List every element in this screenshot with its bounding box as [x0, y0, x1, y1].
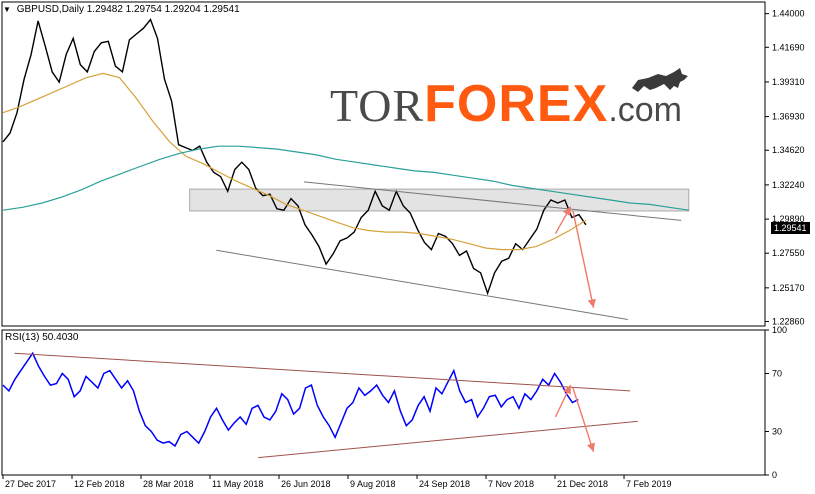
price-tick-label: 1.39310 — [772, 77, 805, 87]
rsi-arrow-1 — [572, 387, 595, 453]
moving-averages — [2, 72, 689, 251]
time-tick-label: 11 May 2018 — [212, 479, 263, 489]
rsi-tick-label: 0 — [772, 470, 777, 480]
ema-fast-series — [2, 72, 587, 251]
time-tick-label: 12 Feb 2018 — [74, 479, 125, 489]
ema-slow-series — [2, 145, 689, 211]
time-tick-label: 28 Mar 2018 — [143, 479, 194, 489]
time-axis: 27 Dec 2017 12 Feb 2018 28 Mar 2018 11 May … — [2, 475, 672, 489]
time-tick-label: 21 Dec 2018 — [557, 479, 608, 489]
chart-header: ▼ GBPUSD,Daily 1.29482 1.29754 1.29204 1… — [3, 4, 240, 15]
price-tick-label: 1.25170 — [772, 283, 805, 293]
logo-com: .com — [608, 91, 682, 129]
logo-forex: FOREX — [424, 75, 609, 133]
channel-lines — [216, 181, 682, 320]
price-tick-label: 1.32240 — [772, 180, 805, 190]
upper-channel-line — [303, 181, 682, 221]
price-tick-label: 1.34620 — [772, 145, 805, 155]
resistance-zone-rect — [189, 188, 690, 212]
rsi-panel-frame — [1, 329, 766, 476]
price-line — [2, 18, 587, 296]
price-series — [2, 18, 587, 296]
time-tick-label: 7 Feb 2019 — [626, 479, 672, 489]
time-tick-label: 27 Dec 2017 — [5, 479, 56, 489]
symbol-label: GBPUSD,Daily — [16, 4, 84, 15]
rsi-tick-label: 100 — [772, 325, 787, 335]
price-tick-label: 1.36930 — [772, 112, 805, 122]
time-tick-label: 24 Sep 2018 — [419, 479, 470, 489]
rsi-tick-label: 30 — [772, 427, 782, 437]
price-tick-label: 1.44000 — [772, 9, 805, 19]
rsi-series — [2, 351, 579, 448]
price-tick-label: 1.22860 — [772, 316, 805, 326]
price-arrow-0 — [554, 206, 572, 234]
price-tick-label: 1.29890 — [772, 214, 805, 224]
forecast-arrows — [554, 206, 596, 453]
rsi-tick-label: 70 — [772, 369, 782, 379]
price-tick-label: 1.41690 — [772, 42, 805, 52]
rsi-arrow-0 — [554, 384, 572, 418]
rsi-trend-lines — [14, 352, 638, 459]
rsi-lower-trend-line — [258, 420, 638, 459]
time-tick-label: 26 Jun 2018 — [281, 479, 331, 489]
logo-tor: TOR — [330, 80, 425, 131]
price-tick-label: 1.27550 — [772, 248, 805, 258]
torforex-logo: TORFOREX.com — [330, 74, 682, 134]
rsi-axis: 100 70 30 0 — [765, 325, 787, 480]
price-axis: 1.44000 1.41690 1.39310 1.36930 1.34620 1.322… — [765, 9, 805, 326]
ohlc-values: 1.29482 1.29754 1.29204 1.29541 — [86, 4, 240, 15]
bull-icon — [632, 68, 688, 92]
rsi-line — [2, 351, 579, 448]
rsi-upper-trend-line — [14, 352, 631, 392]
resistance-zone — [189, 188, 690, 212]
price-arrow-1 — [572, 210, 596, 308]
time-tick-label: 9 Aug 2018 — [350, 479, 396, 489]
current-price-tag: 1.29541 — [771, 222, 810, 234]
triangle-down-icon[interactable]: ▼ — [3, 5, 11, 14]
rsi-label: RSI(13) 50.4030 — [5, 332, 79, 343]
time-tick-label: 7 Nov 2018 — [488, 479, 534, 489]
lower-channel-line — [216, 249, 628, 320]
price-panel-frame — [1, 1, 766, 327]
